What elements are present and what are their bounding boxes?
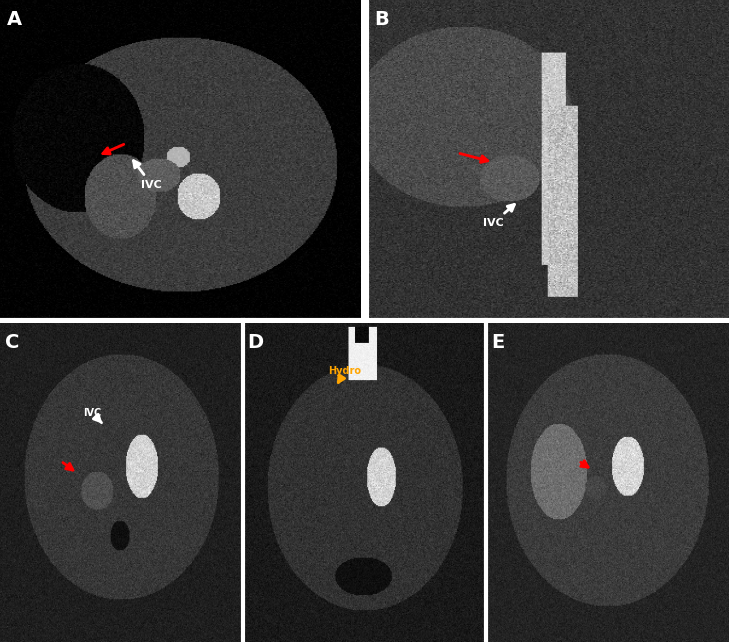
Text: C: C — [5, 333, 19, 352]
Text: Hydro: Hydro — [329, 367, 362, 383]
Text: E: E — [491, 333, 504, 352]
Text: IVC: IVC — [133, 161, 162, 190]
Text: D: D — [248, 333, 264, 352]
Text: IVC: IVC — [483, 204, 515, 228]
Text: A: A — [7, 10, 23, 28]
Text: B: B — [374, 10, 389, 28]
Text: IVC: IVC — [83, 408, 101, 423]
